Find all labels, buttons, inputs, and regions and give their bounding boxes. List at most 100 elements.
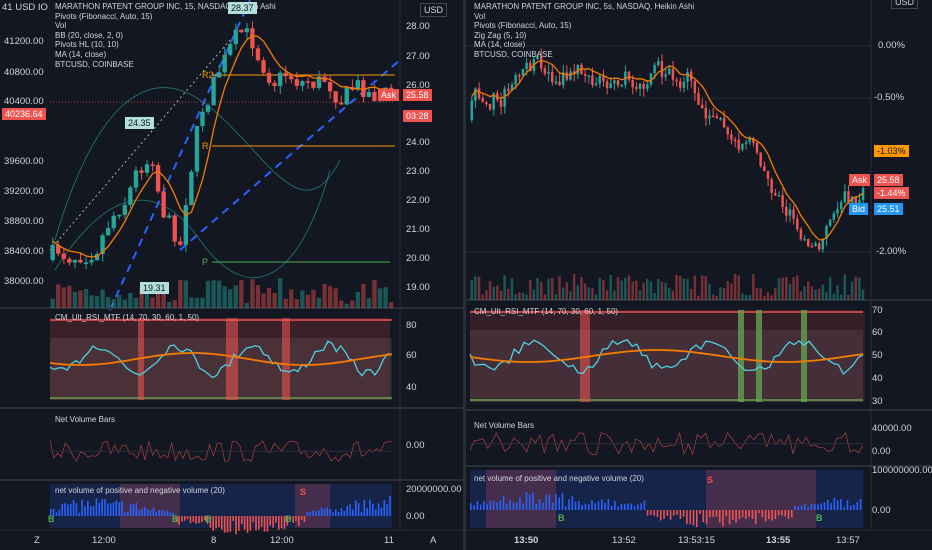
volume-bar [649, 281, 653, 300]
netvol-bar [109, 503, 112, 516]
candle-body [730, 134, 733, 140]
volume-bar [627, 275, 631, 300]
netvol-bar [656, 510, 659, 518]
candle-body [638, 83, 642, 89]
left-netvol-tick: 0.00 [406, 440, 425, 451]
right-legend-ma[interactable]: MA (14, close) [474, 40, 526, 50]
netvol-bar [75, 503, 78, 516]
candle-body [481, 98, 484, 103]
candle-body [825, 225, 828, 239]
left-rsi-tick: 60 [406, 350, 417, 361]
right-netvol-title[interactable]: Net Volume Bars [474, 421, 535, 430]
net-volume-line [469, 431, 864, 456]
left-time-tick: 11 [384, 535, 394, 546]
left-netvolpn-title[interactable]: net volume of positive and negative volu… [55, 486, 225, 495]
right-legend-btc[interactable]: BTCUSD, COINBASE [474, 49, 553, 59]
netvol-bar [158, 510, 160, 516]
left-chart-canvas[interactable] [0, 0, 463, 550]
volume-bar [305, 294, 311, 308]
rsi-highlight [470, 310, 865, 402]
left-legend-ma[interactable]: MA (14, close) [55, 49, 107, 59]
candle-body [678, 81, 682, 88]
right-netvolpn-tick: 100000000.00 [872, 465, 932, 476]
left-rsi-tick: 40 [406, 382, 417, 393]
netvol-bar [663, 510, 665, 519]
candle-body [477, 88, 481, 99]
left-chart-panel[interactable]: 41 USD IO USD MARATHON PATENT GROUP INC,… [0, 0, 463, 550]
left-legend-symbol[interactable]: MARATHON PATENT GROUP INC, 15, NASDAQ, H… [55, 2, 276, 11]
rsi-highlight [580, 310, 590, 402]
candle-body [316, 76, 322, 88]
candle-body [228, 44, 233, 55]
candle-body [327, 81, 333, 92]
left-legend-vol[interactable]: Vol [55, 21, 67, 31]
volume-bar [481, 294, 484, 300]
left-time-tick: 8 [211, 535, 217, 546]
netvol-bar [169, 512, 172, 516]
netvol-bar [129, 504, 132, 516]
volume-bar [583, 283, 587, 300]
volume-bar [580, 276, 583, 300]
netvol-bar [682, 510, 685, 517]
volume-bar [799, 291, 803, 300]
right-legend-vol[interactable]: Vol [474, 11, 486, 21]
netvol-bar [383, 499, 386, 516]
candle-body [627, 71, 631, 80]
left-currency-button[interactable]: USD [420, 3, 448, 17]
candle-body [635, 87, 638, 89]
volume-bar [572, 274, 576, 300]
netvol-bar [768, 510, 770, 520]
right-chart-canvas[interactable] [466, 0, 932, 550]
left-axis-tick: 38000.00 [4, 276, 44, 287]
candle-body [539, 56, 543, 69]
right-legend-symbol[interactable]: MARATHON PATENT GROUP INC, 5s, NASDAQ, H… [474, 2, 695, 11]
left-netvol-title[interactable]: Net Volume Bars [55, 415, 116, 424]
netvol-bar [198, 516, 200, 524]
right-rsi-title[interactable]: CM_Ult_RSI_MTF (14, 70, 30, 60, 1, 50) [474, 307, 619, 316]
netvol-bar [846, 500, 849, 510]
netvol-bar [212, 516, 215, 531]
netvol-bar [807, 507, 809, 510]
volume-bar [788, 283, 792, 300]
right-currency-button[interactable]: USD [891, 0, 919, 9]
netvol-bar [800, 505, 803, 510]
netvol-bar [813, 504, 816, 510]
left-price-tick: 28.00 [406, 21, 430, 32]
candle-body [372, 92, 377, 101]
left-legend-btc[interactable]: BTCUSD, COINBASE [55, 59, 134, 69]
right-rsi-tick: 30 [872, 396, 883, 407]
left-a-button[interactable]: A [430, 535, 437, 546]
netvol-bar [732, 510, 734, 520]
candle-body [646, 84, 649, 89]
right-legend-pivots[interactable]: Pivots (Fibonacci, Auto, 15) [474, 21, 572, 31]
candle-body [305, 81, 311, 83]
left-z-button[interactable]: Z [34, 535, 40, 546]
left-legend-pivots-hl[interactable]: Pivots HL (10, 10) [55, 40, 119, 50]
netvol-bar [312, 510, 314, 516]
candle-body [294, 79, 299, 86]
left-legend-bb[interactable]: BB (20, close, 2, 0) [55, 30, 124, 40]
left-legend-pivots[interactable]: Pivots (Fibonacci, Auto, 15) [55, 11, 153, 21]
candle-body [711, 115, 715, 118]
panel-divider[interactable] [463, 0, 466, 550]
candle-body [167, 215, 172, 218]
right-buy-marker: B [816, 513, 823, 523]
netvol-bar [189, 516, 192, 524]
candle-body [277, 72, 283, 87]
right-chart-panel[interactable]: USD MARATHON PATENT GROUP INC, 5s, NASDA… [466, 0, 932, 550]
netvol-bar [506, 503, 508, 510]
left-header-currency: 41 USD IO [2, 2, 48, 13]
netvol-bar [243, 516, 246, 530]
left-time-tick: 12:00 [270, 535, 294, 546]
volume-bar [543, 294, 547, 300]
volume-bar [216, 280, 222, 308]
right-orange-tag: -1.03% [874, 145, 909, 157]
netvol-bar [223, 516, 226, 533]
candle-body [708, 115, 711, 119]
left-rsi-title[interactable]: CM_Ult_RSI_MTF (14, 70, 30, 60, 1, 50) [55, 313, 200, 322]
candle-body [649, 73, 653, 85]
candle-body [605, 81, 609, 88]
right-netvolpn-title[interactable]: net volume of positive and negative volu… [474, 474, 644, 483]
candle-body [664, 74, 667, 77]
right-legend-zigzag[interactable]: Zig Zag (5, 10) [474, 30, 527, 40]
